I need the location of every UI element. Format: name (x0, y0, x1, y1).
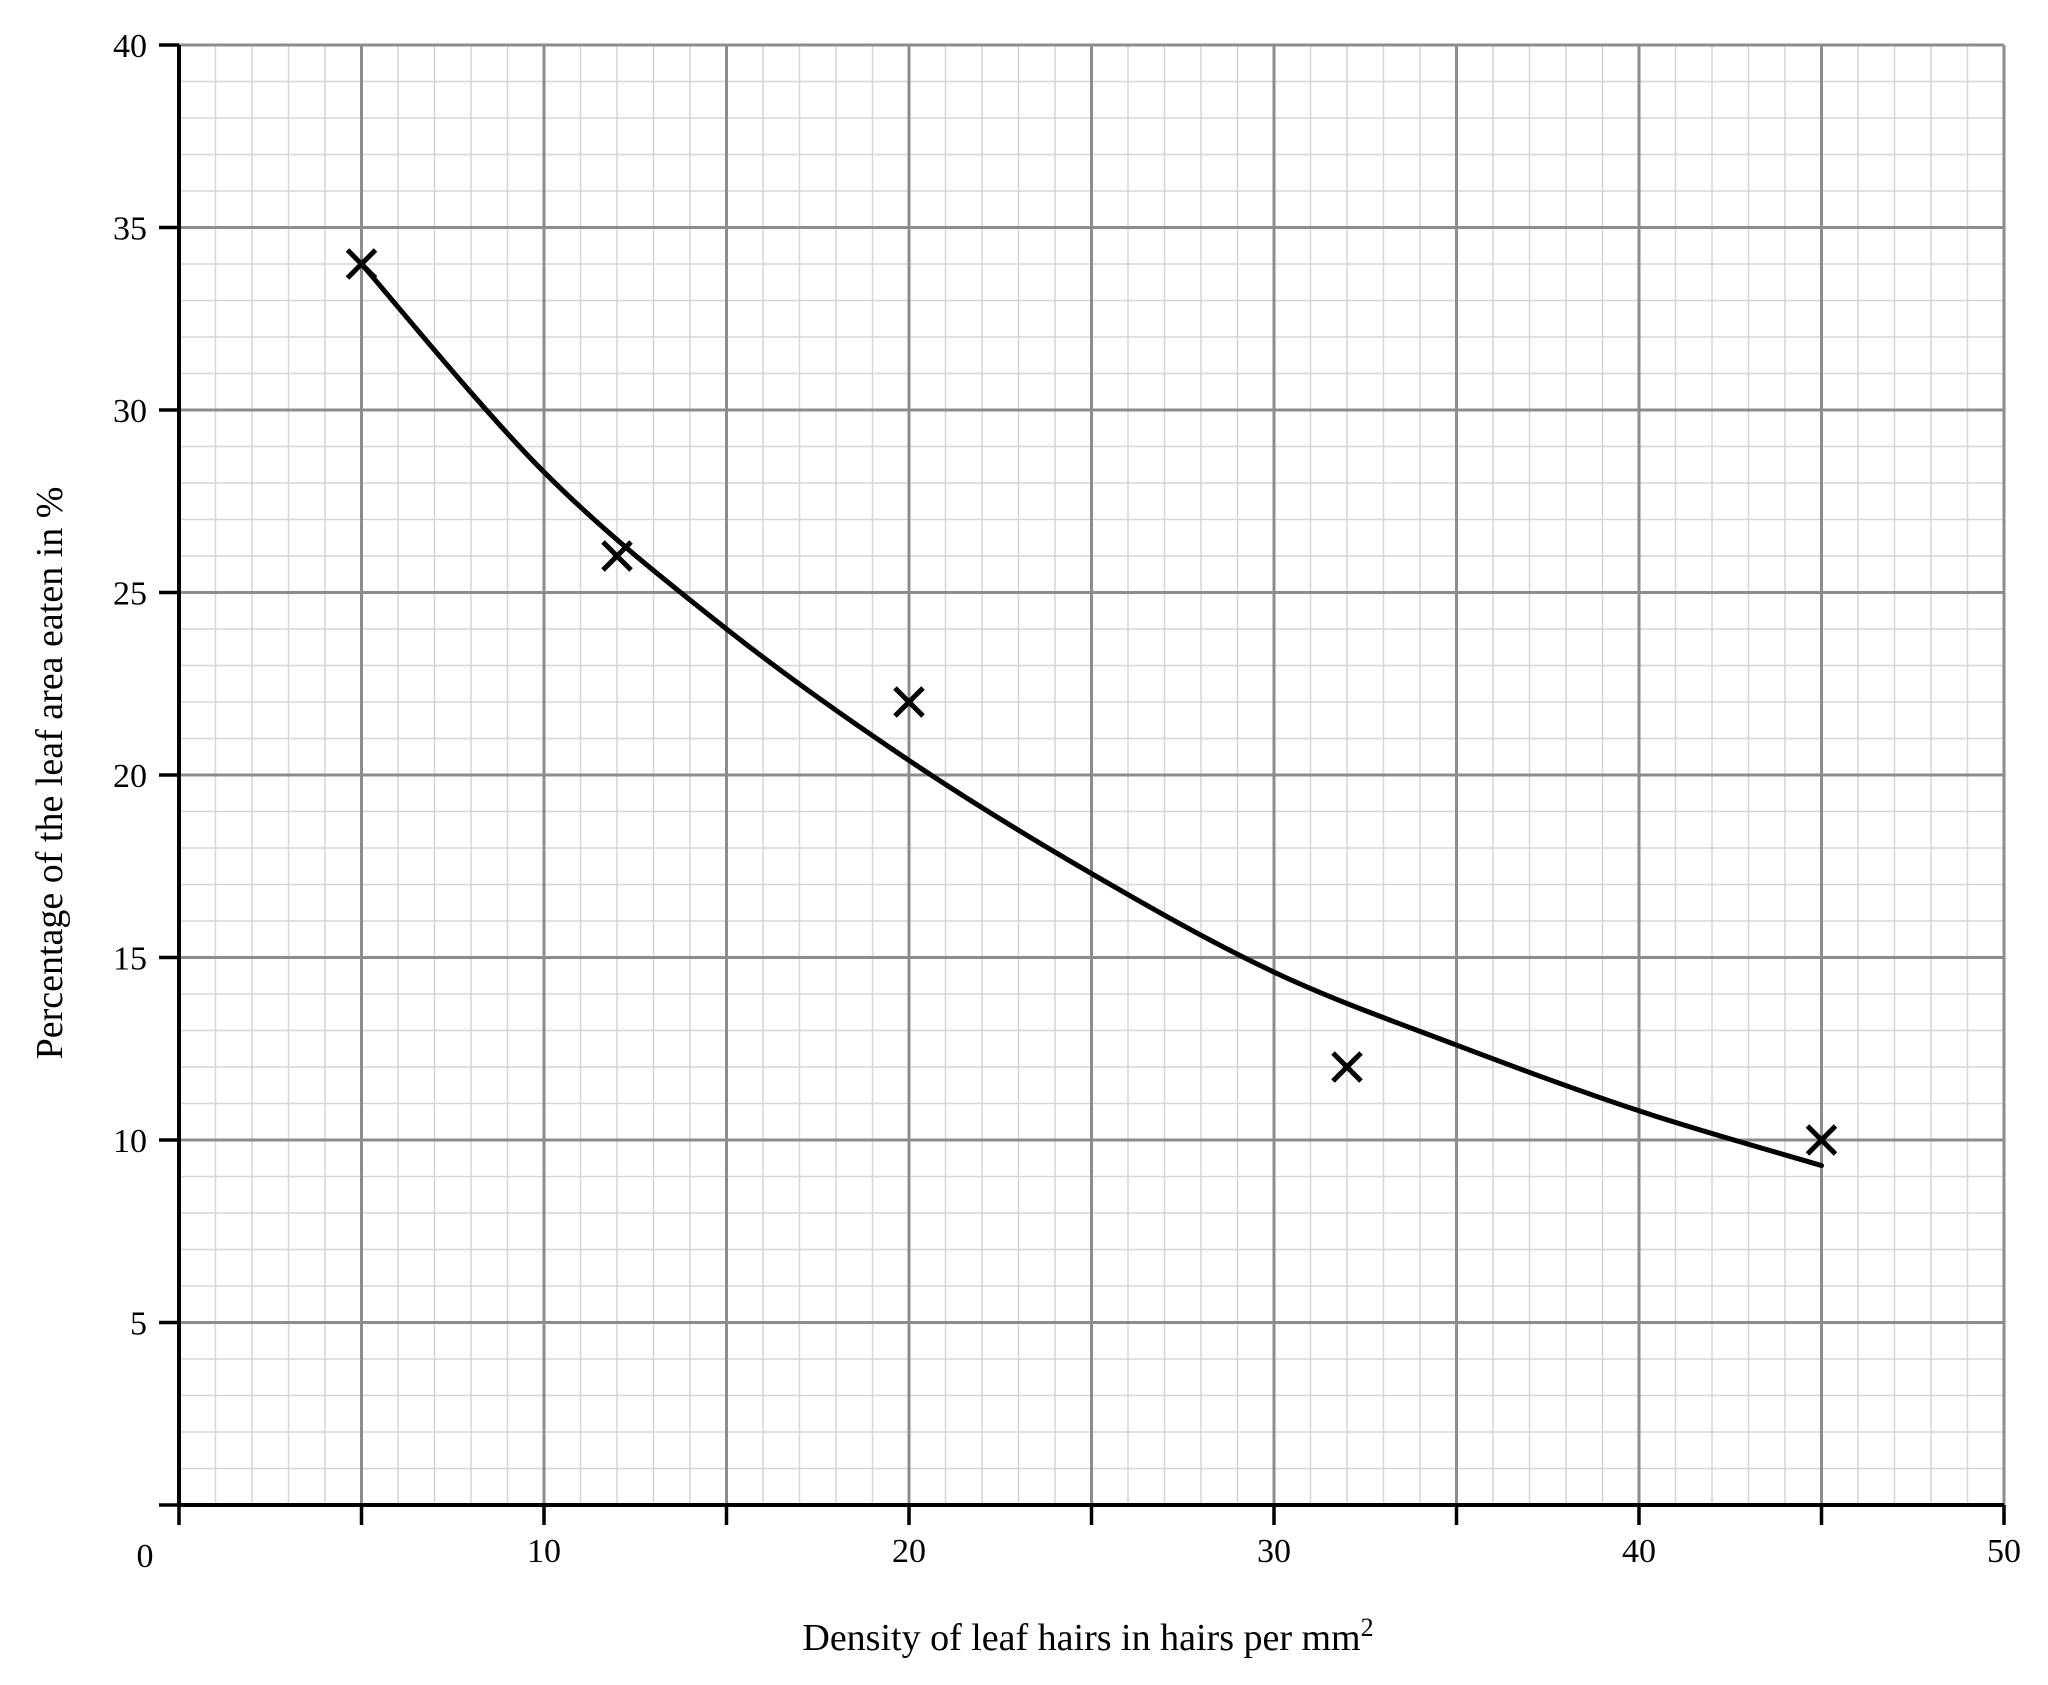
x-axis-title-superscript: 2 (1361, 1613, 1374, 1642)
y-tick-label: 20 (113, 758, 147, 795)
x-axis-title: Density of leaf hairs in hairs per mm2 (802, 1613, 1373, 1659)
data-point (1805, 1124, 1838, 1156)
data-point (893, 686, 925, 718)
y-tick-label: 40 (113, 28, 147, 65)
y-tick-label: 30 (113, 393, 147, 430)
y-tick-label: 10 (113, 1123, 147, 1160)
y-tick-label: 25 (113, 576, 147, 613)
tick-labels: 0 10 20 30 40 50 5 10 15 20 25 30 35 40 (113, 28, 2021, 1575)
data-points (345, 248, 1838, 1156)
x-axis-title-text: Density of leaf hairs in hairs per mm (802, 1617, 1360, 1659)
data-point-stroke (1331, 1051, 1363, 1083)
data-point-stroke (601, 540, 633, 572)
y-tick-label: 5 (130, 1306, 147, 1343)
ticks (159, 43, 2006, 1525)
x-tick-label: 50 (1987, 1533, 2021, 1570)
data-point-stroke (893, 686, 925, 718)
x-tick-label: 30 (1257, 1533, 1291, 1570)
x-tick-label: 20 (892, 1533, 926, 1570)
data-point-stroke (345, 248, 378, 280)
curve-of-best-fit (359, 261, 1824, 1169)
x-tick-label: 40 (1622, 1533, 1656, 1570)
x-tick-label: 10 (527, 1533, 561, 1570)
data-point (601, 540, 633, 572)
y-axis-title: Percentage of the leaf area eaten in % (29, 487, 71, 1060)
x-tick-label: 0 (137, 1538, 154, 1575)
major-grid (179, 43, 2006, 1505)
y-tick-label: 35 (113, 211, 147, 248)
data-point (345, 248, 378, 280)
data-point (1331, 1051, 1363, 1083)
data-point-stroke (1805, 1124, 1838, 1156)
y-tick-label: 15 (113, 941, 147, 978)
